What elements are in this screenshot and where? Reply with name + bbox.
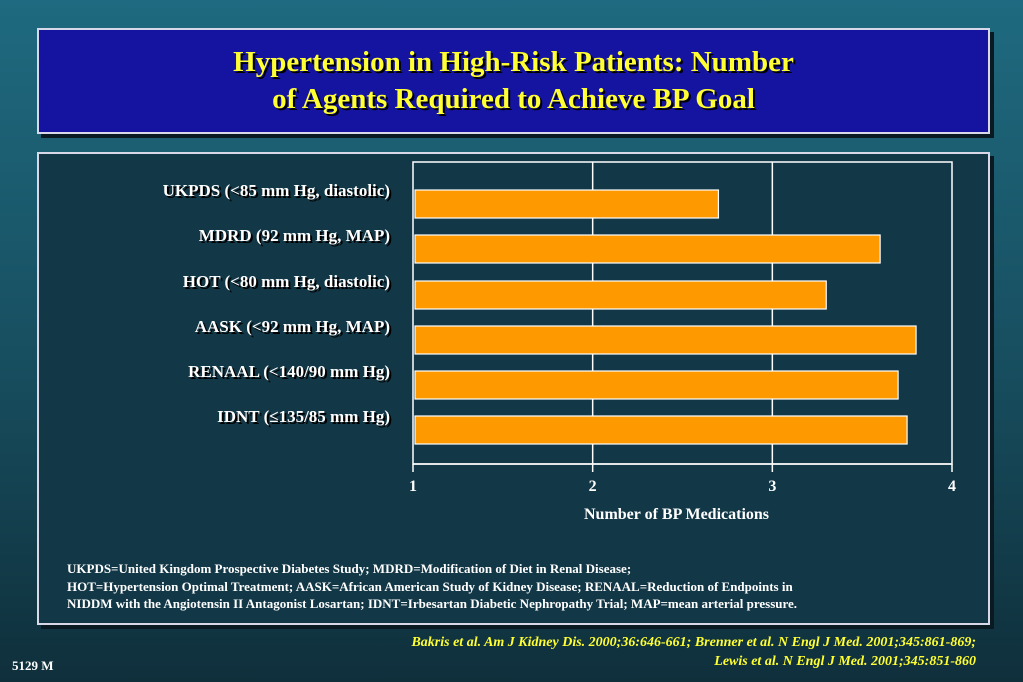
x-tick-label-0: 1 [409,478,417,495]
slide-id: 5129 M [12,658,54,673]
category-label-3: AASK (<92 mm Hg, MAP) [195,317,390,336]
category-label-2: HOT (<80 mm Hg, diastolic) [183,272,390,291]
category-label-0: UKPDS (<85 mm Hg, diastolic) [163,181,390,200]
x-tick-label-2: 3 [768,478,776,495]
citation-line-2: Lewis et al. N Engl J Med. 2001;345:851-… [714,653,976,669]
title-line-2: of Agents Required to Achieve BP Goal [272,83,755,115]
bar-3 [414,325,917,355]
citation-line-1: Bakris et al. Am J Kidney Dis. 2000;36:6… [411,635,976,650]
category-label-shadow-0: UKPDS (<85 mm Hg, diastolic) [165,183,392,202]
x-axis-title: Number of BP Medications [584,506,769,523]
category-label-shadow-4: RENAAL (<140/90 mm Hg) [190,364,392,383]
category-label-1: MDRD (92 mm Hg, MAP) [199,226,390,245]
category-label-shadow-3: AASK (<92 mm Hg, MAP) [197,319,392,338]
category-label-shadow-2: HOT (<80 mm Hg, diastolic) [185,274,392,293]
bar-1 [414,234,881,264]
footnote-line-3: NIDDM with the Angiotensin II Antagonist… [67,596,798,611]
footnote-line-1: UKPDS=United Kingdom Prospective Diabete… [67,561,632,576]
footnote-line-2: HOT=Hypertension Optimal Treatment; AASK… [67,578,793,594]
chart-panel: 1 2 3 4 Number of BP Medications UKPDS (<85 m… [37,152,990,625]
bar-5 [414,415,908,445]
bar-0 [414,189,720,219]
bar-4 [414,370,899,400]
bar-2 [414,280,827,310]
abbreviations-footnote: UKPDS=United Kingdom Prospective Diabete… [67,560,967,613]
x-tick-label-3: 4 [948,478,956,495]
x-tick-label-1: 2 [589,478,597,495]
category-label-shadow-5: IDNT (≤135/85 mm Hg) [219,409,392,428]
title-banner: Hypertension in High-Risk Patients: Numb… [37,28,990,134]
category-label-5: IDNT (≤135/85 mm Hg) [217,407,390,426]
title-line-1: Hypertension in High-Risk Patients: Numb… [233,46,794,78]
category-label-4: RENAAL (<140/90 mm Hg) [188,362,390,381]
category-label-shadow-1: MDRD (92 mm Hg, MAP) [201,228,392,247]
citation: Bakris et al. Am J Kidney Dis. 2000;36:6… [411,634,976,671]
bar-chart: 1 2 3 4 Number of BP Medications UKPDS (<85 m… [163,161,956,523]
